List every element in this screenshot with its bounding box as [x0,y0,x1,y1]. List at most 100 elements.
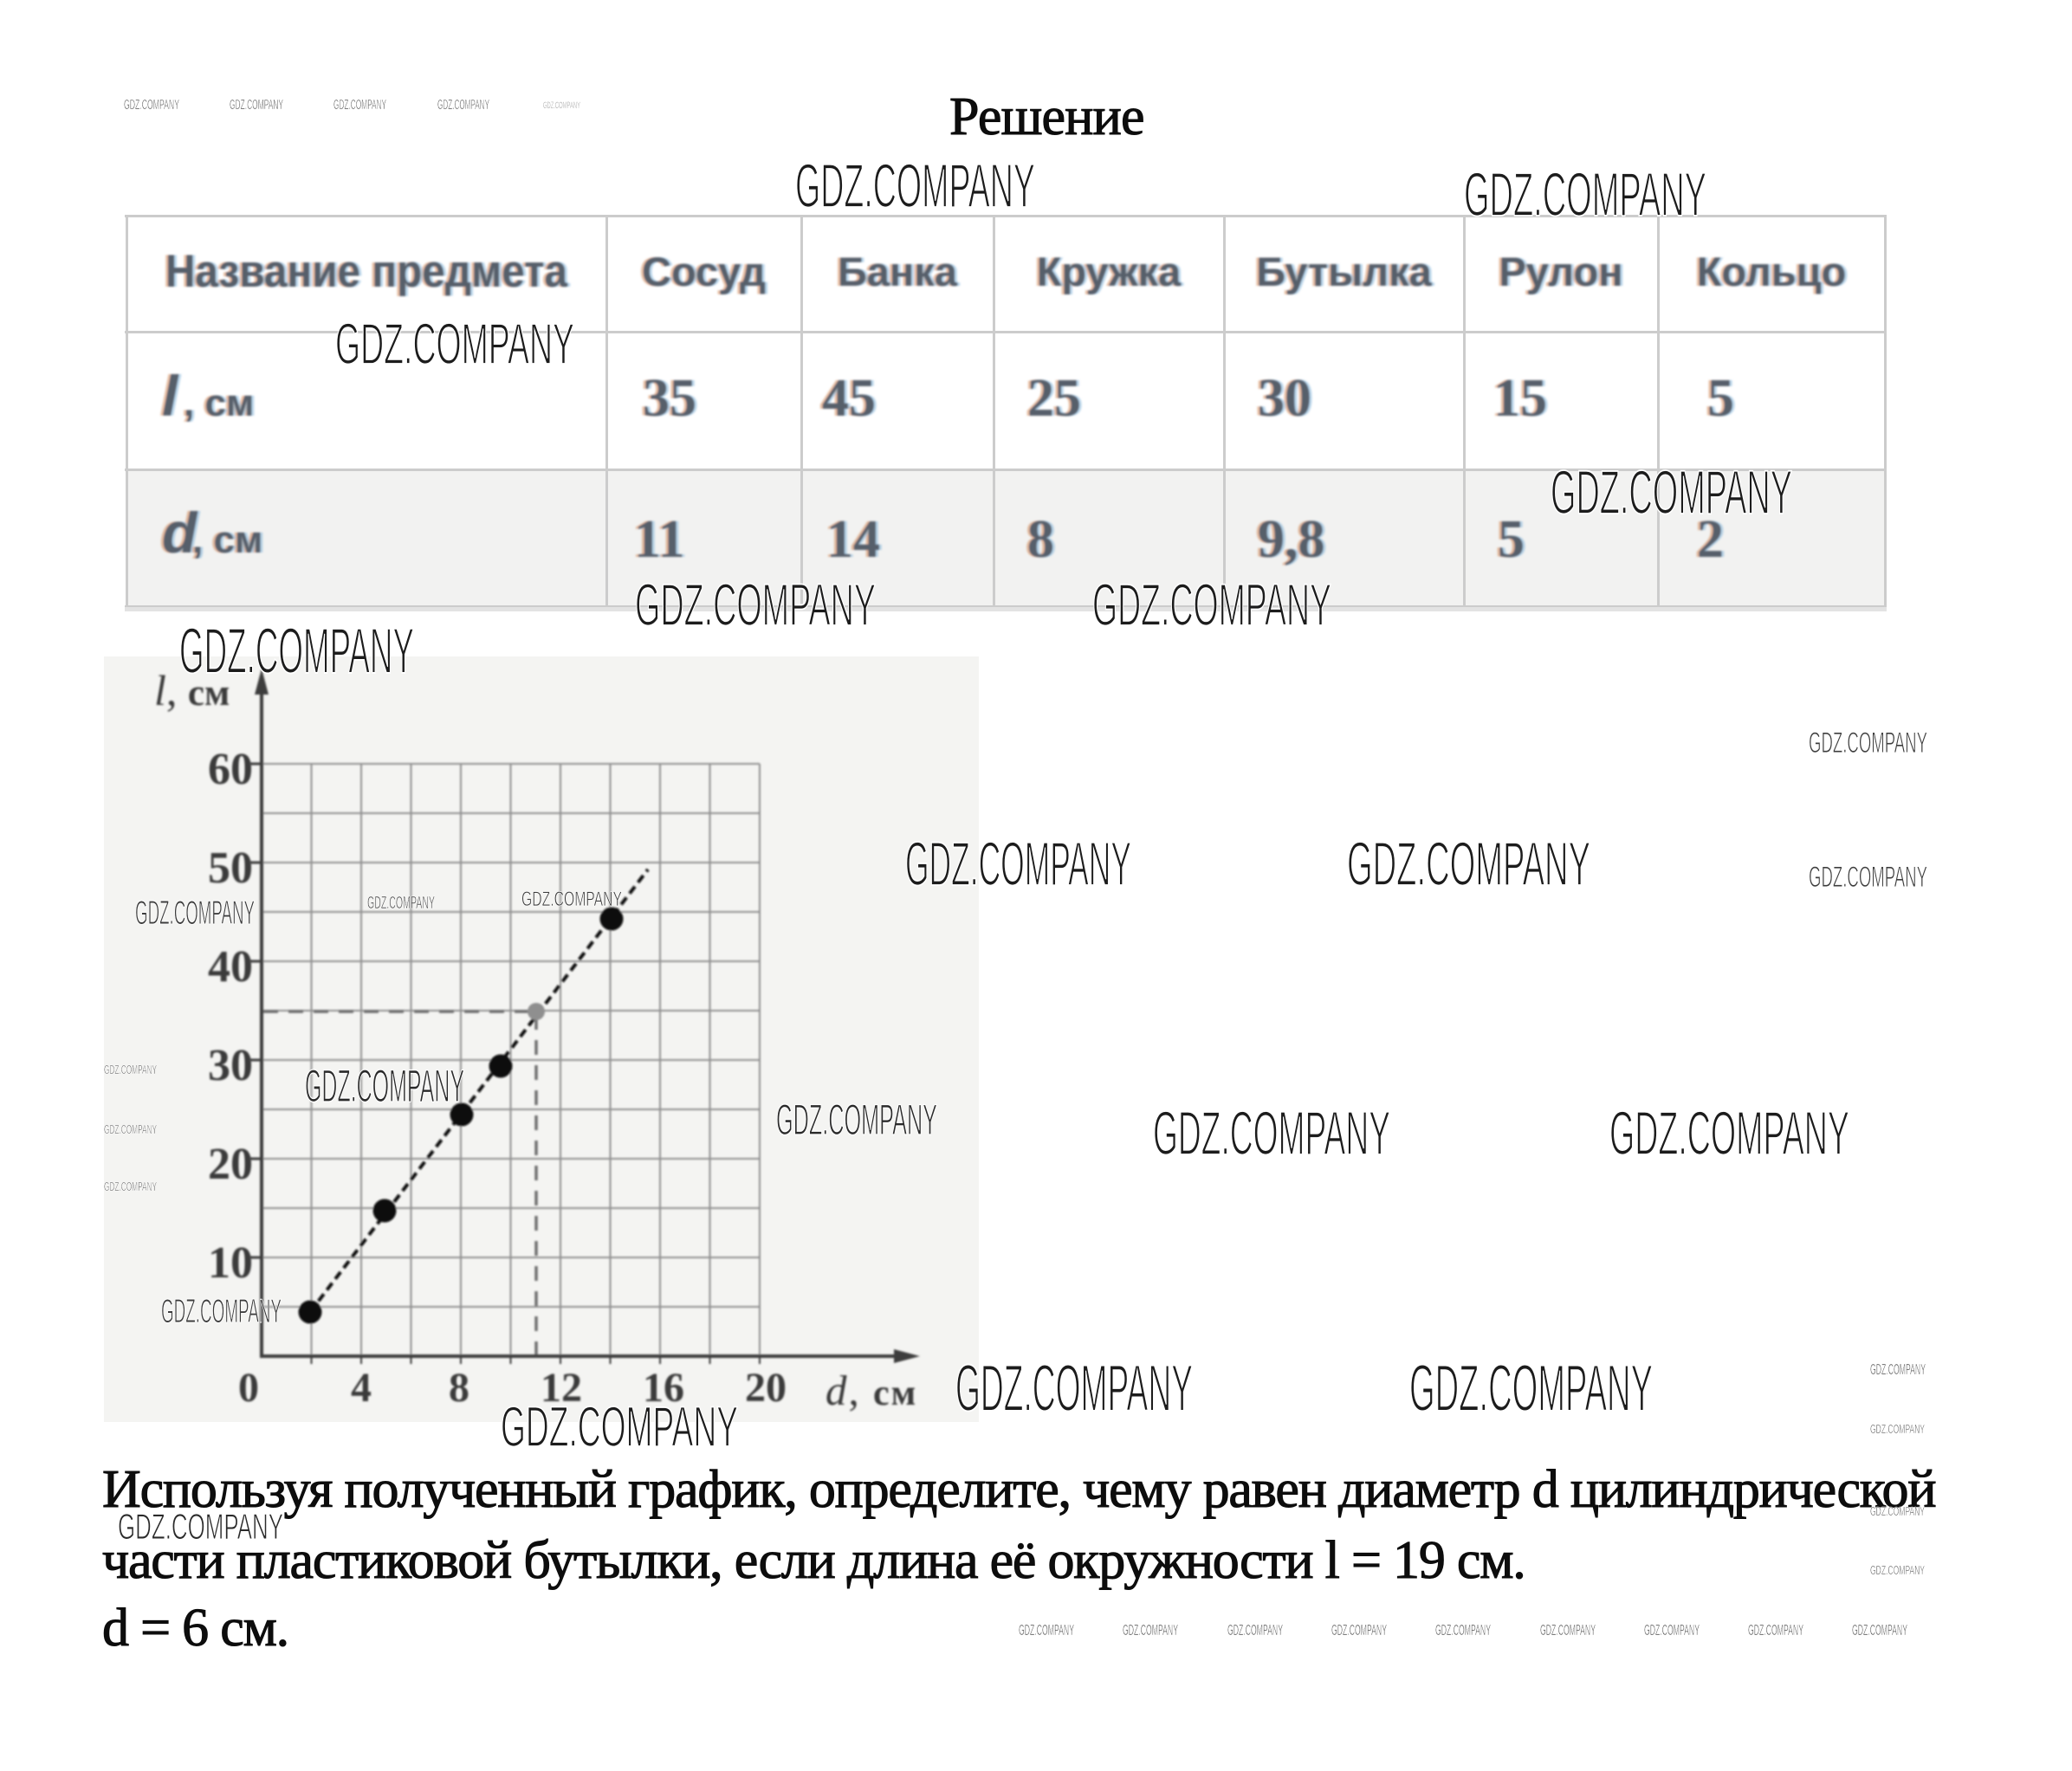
svg-text:45: 45 [819,369,873,428]
svg-text:14: 14 [829,510,883,569]
svg-text:GDZ.COMPANY: GDZ.COMPANY [1852,1622,1907,1638]
svg-text:Банка: Банка [838,249,958,294]
svg-text:Банка: Банка [840,249,961,294]
svg-text:GDZ.COMPANY: GDZ.COMPANY [543,100,580,111]
svg-text:GDZ.COMPANY: GDZ.COMPANY [1409,1352,1653,1425]
svg-text:35: 35 [640,369,694,428]
svg-text:2: 2 [1694,510,1721,569]
svg-text:GDZ.COMPANY: GDZ.COMPANY [1748,1622,1803,1638]
svg-text:15: 15 [1493,369,1547,428]
svg-text:Название предмета: Название предмета [165,246,567,297]
svg-text:Рулон: Рулон [1496,249,1620,294]
svg-text:Название предмета: Название предмета [163,246,565,297]
svg-text:GDZ.COMPANY: GDZ.COMPANY [1227,1622,1283,1638]
svg-text:GDZ.COMPANY: GDZ.COMPANY [795,152,1035,221]
svg-text:GDZ.COMPANY: GDZ.COMPANY [135,895,255,932]
svg-text:20: 20 [745,1365,787,1411]
svg-text:Кружка: Кружка [1034,249,1179,294]
svg-text:GDZ.COMPANY: GDZ.COMPANY [955,1352,1193,1425]
svg-text:30: 30 [1255,369,1309,428]
svg-text:GDZ.COMPANY: GDZ.COMPANY [367,894,435,913]
svg-text:4: 4 [351,1365,372,1411]
svg-text:Сосуд: Сосуд [639,249,763,294]
svg-text:Бутылка: Бутылка [1256,249,1432,294]
svg-text:GDZ.COMPANY: GDZ.COMPANY [1153,1099,1390,1168]
svg-text:GDZ.COMPANY: GDZ.COMPANY [1809,727,1927,759]
svg-text:30: 30 [1258,369,1311,428]
svg-text:8: 8 [1030,510,1057,569]
svg-text:8: 8 [449,1365,469,1411]
svg-text:, см: , см [186,382,256,424]
svg-text:GDZ.COMPANY: GDZ.COMPANY [905,830,1131,899]
svg-text:GDZ.COMPANY: GDZ.COMPANY [1464,160,1706,229]
svg-text:40: 40 [208,942,253,992]
svg-text:GDZ.COMPANY: GDZ.COMPANY [1092,572,1331,638]
svg-text:35: 35 [645,369,699,428]
svg-text:GDZ.COMPANY: GDZ.COMPANY [104,1123,157,1137]
svg-text:9,8: 9,8 [1258,510,1325,569]
svg-text:GDZ.COMPANY: GDZ.COMPANY [501,1395,738,1458]
svg-text:GDZ.COMPANY: GDZ.COMPANY [1435,1622,1491,1638]
svg-text:части пластиковой бутылки, есл: части пластиковой бутылки, если длина её… [102,1531,1525,1590]
svg-text:Сосуд: Сосуд [644,249,768,294]
svg-text:l: l [162,364,179,428]
svg-text:Используя полученный график, о: Используя полученный график, определите,… [102,1460,1935,1519]
svg-text:Название предмета: Название предмета [168,246,570,297]
svg-text:, см: , см [181,382,251,424]
svg-text:, см: , см [184,382,254,424]
svg-text:GDZ.COMPANY: GDZ.COMPANY [333,98,386,113]
svg-text:16: 16 [643,1365,684,1411]
svg-text:GDZ.COMPANY: GDZ.COMPANY [1809,861,1927,894]
svg-text:5: 5 [1495,510,1522,569]
svg-text:45: 45 [822,369,876,428]
svg-text:Кольцо: Кольцо [1697,249,1847,294]
svg-text:Бутылка: Бутылка [1259,249,1434,294]
svg-text:, см: , см [195,519,265,561]
svg-text:GDZ.COMPANY: GDZ.COMPANY [1870,1505,1925,1519]
svg-text:GDZ.COMPANY: GDZ.COMPANY [1644,1622,1700,1638]
svg-text:Решение: Решение [949,87,1144,146]
svg-text:Кружка: Кружка [1039,249,1184,294]
svg-text:GDZ.COMPANY: GDZ.COMPANY [521,888,622,911]
svg-text:d: d [165,501,201,565]
svg-text:GDZ.COMPANY: GDZ.COMPANY [124,98,179,113]
svg-text:Бутылка: Бутылка [1253,249,1429,294]
svg-text:, см: , см [192,519,262,561]
svg-text:d: d [159,501,196,565]
svg-text:GDZ.COMPANY: GDZ.COMPANY [1870,1564,1925,1578]
svg-text:8: 8 [1027,510,1054,569]
svg-text:GDZ.COMPANY: GDZ.COMPANY [1870,1423,1925,1437]
svg-text:14: 14 [826,510,880,569]
svg-text:8: 8 [1025,510,1052,569]
svg-text:GDZ.COMPANY: GDZ.COMPANY [335,312,574,377]
svg-text:l: l [165,364,182,428]
svg-text:45: 45 [825,369,878,428]
svg-text:Рулон: Рулон [1499,249,1622,294]
svg-text:GDZ.COMPANY: GDZ.COMPANY [305,1061,464,1112]
svg-text:10: 10 [208,1238,253,1288]
svg-text:Кольцо: Кольцо [1694,249,1844,294]
svg-text:GDZ.COMPANY: GDZ.COMPANY [104,1180,157,1194]
svg-text:, см: , см [190,519,260,561]
svg-text:2: 2 [1700,510,1726,569]
svg-text:5: 5 [1500,510,1527,569]
svg-text:GDZ.COMPANY: GDZ.COMPANY [1870,1361,1926,1378]
svg-text:l: l [159,364,177,428]
svg-text:25: 25 [1030,369,1084,428]
svg-text:Рулон: Рулон [1501,249,1625,294]
svg-text:20: 20 [208,1140,253,1189]
svg-text:25: 25 [1025,369,1078,428]
svg-text:d, см: d, см [826,1367,917,1414]
svg-text:l, см: l, см [154,666,230,714]
svg-text:11: 11 [631,510,683,569]
svg-text:GDZ.COMPANY: GDZ.COMPANY [1551,458,1792,527]
svg-text:Кольцо: Кольцо [1700,249,1849,294]
svg-text:5: 5 [1707,369,1734,428]
svg-text:5: 5 [1705,369,1732,428]
svg-text:Кружка: Кружка [1037,249,1182,294]
svg-text:9,8: 9,8 [1260,510,1328,569]
svg-text:35: 35 [643,369,696,428]
svg-text:GDZ.COMPANY: GDZ.COMPANY [161,1293,282,1330]
svg-text:GDZ.COMPANY: GDZ.COMPANY [1331,1622,1387,1638]
svg-text:14: 14 [824,510,877,569]
